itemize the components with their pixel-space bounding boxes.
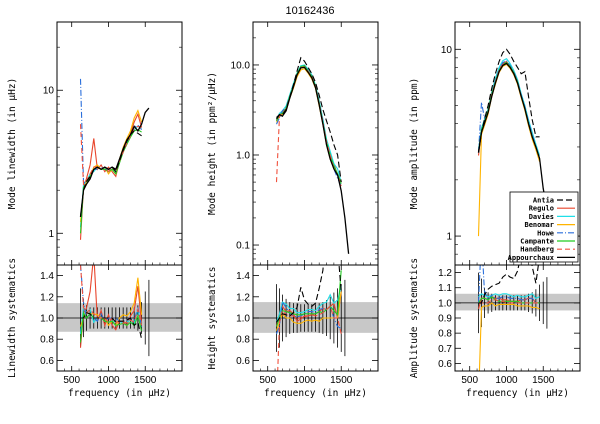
x-tick-label: 1000	[97, 375, 120, 386]
legend-label-campante: Campante	[520, 238, 554, 246]
series-appourchaux	[477, 62, 548, 209]
series-howe	[477, 265, 540, 304]
x-tick-label: 1500	[330, 375, 353, 386]
series-davies	[276, 64, 342, 183]
series-regulo	[79, 265, 143, 348]
legend-label-regulo: Regulo	[529, 205, 554, 213]
legend-box	[509, 191, 579, 263]
series-campante	[79, 310, 143, 343]
series-benomar	[276, 67, 342, 183]
y-tick-label: 0.6	[438, 359, 452, 370]
legend-label-davies: Davies	[529, 213, 554, 221]
series-campante	[79, 129, 142, 234]
panel-bottom-middle: 500 1000 1500 0.6 0.8 1.0 1.2 1.4 Height systema…	[207, 264, 379, 399]
chart-panels: 1 10 Mode linewidth (in μHz) 0.1 1.0 10.0 Mode…	[7, 21, 581, 399]
y-tick-label: 1.0	[236, 150, 250, 161]
panel-bottom-left: 500 1000 1500 0.6 0.8 1.0 1.2 1.4 Linewidth syst…	[7, 258, 183, 399]
y-tick-label: 0.1	[236, 241, 250, 252]
series-handberg	[275, 66, 342, 187]
y-tick-label: 10	[441, 45, 453, 56]
panel-top-right: 1 10 Mode amplitude (in ppm)	[409, 21, 581, 266]
series-davies	[275, 286, 342, 323]
series-benomar	[275, 291, 342, 331]
x-tick-label: 1000	[495, 375, 518, 386]
legend: AntiaReguloDaviesBenomarHoweCampanteHand…	[508, 191, 579, 263]
figure-title: 10162436	[286, 5, 335, 17]
y-tick-label: 0.9	[438, 314, 452, 325]
y-tick-label: 1.0	[40, 314, 54, 325]
y-tick-label: 10	[43, 86, 55, 97]
y-tick-label: 0.8	[438, 329, 452, 340]
series-campante	[276, 65, 342, 184]
x-axis-title: frequency (in μHz)	[466, 388, 569, 399]
panel-bottom-right: 500 1000 1500 0.6 0.7 0.8 0.9 1.0 1.1 1.2 Amplitud…	[409, 258, 581, 399]
series-antia	[477, 48, 540, 153]
x-tick-label: 1500	[532, 375, 555, 386]
y-tick-label: 10.0	[231, 60, 251, 71]
x-axis-title: frequency (in μHz)	[68, 388, 171, 399]
y-tick-label: 1.2	[438, 268, 452, 279]
y-tick-label: 1.0	[438, 298, 452, 309]
y-axis-title: Linewidth systematics	[7, 258, 18, 378]
x-tick-label: 500	[63, 375, 80, 386]
y-axis-title: Height systematics	[207, 267, 218, 370]
x-tick-label: 500	[461, 375, 478, 386]
y-tick-label: 0.8	[236, 335, 250, 346]
y-tick-label: 1.4	[236, 271, 250, 282]
y-tick-label: 0.7	[438, 344, 452, 355]
x-axis-title: frequency (in μHz)	[264, 388, 367, 399]
y-axis-title: Amplitude systematics	[409, 258, 420, 378]
series-antia	[80, 312, 143, 340]
series-howe	[275, 65, 342, 187]
plot-area	[275, 56, 350, 254]
y-tick-label: 1	[48, 229, 54, 240]
y-tick-label: 1.4	[40, 271, 54, 282]
y-axis-title: Mode amplitude (in ppm)	[409, 78, 420, 210]
y-axis-title: Mode height (in ppm²/μHz)	[207, 72, 218, 215]
series-appourchaux	[276, 66, 350, 254]
legend-label-appourchaux: Appourchaux	[508, 254, 555, 262]
series-antia	[478, 265, 539, 304]
y-tick-label: 0.6	[236, 356, 250, 367]
series-regulo	[79, 112, 143, 240]
y-tick-label: 1.1	[438, 283, 452, 294]
y-tick-label: 0.6	[40, 356, 54, 367]
y-tick-label: 1.2	[236, 292, 250, 303]
series-handberg	[79, 265, 143, 326]
plot-frame	[252, 21, 379, 266]
legend-label-antia: Antia	[533, 197, 554, 205]
panel-top-left: 1 10 Mode linewidth (in μHz)	[7, 21, 183, 266]
y-tick-label: 1.2	[40, 292, 54, 303]
series-davies	[478, 293, 540, 299]
series-regulo	[275, 65, 342, 183]
y-tick-label: 0.8	[40, 335, 54, 346]
panel-top-middle: 0.1 1.0 10.0 Mode height (in ppm²/μHz)	[207, 21, 379, 266]
plot-frame	[56, 21, 183, 266]
x-tick-label: 500	[259, 375, 276, 386]
plot-area	[477, 265, 548, 371]
plot-area	[79, 78, 150, 240]
plot-area	[79, 265, 150, 357]
y-axis-title: Mode linewidth (in μHz)	[7, 78, 18, 210]
series-handberg	[478, 299, 540, 304]
series-benomar	[478, 302, 540, 371]
legend-label-benomar: Benomar	[524, 221, 554, 229]
y-tick-label: 1	[446, 232, 452, 243]
y-tick-label: 1.0	[236, 314, 250, 325]
series-antia	[276, 265, 342, 323]
plot-frame	[454, 264, 581, 372]
x-tick-label: 1500	[134, 375, 157, 386]
x-tick-label: 1000	[293, 375, 316, 386]
legend-label-handberg: Handberg	[520, 246, 554, 254]
plot-area	[477, 48, 548, 237]
plot-area	[275, 265, 346, 371]
legend-label-howe: Howe	[537, 229, 554, 237]
series-appourchaux	[79, 107, 150, 218]
